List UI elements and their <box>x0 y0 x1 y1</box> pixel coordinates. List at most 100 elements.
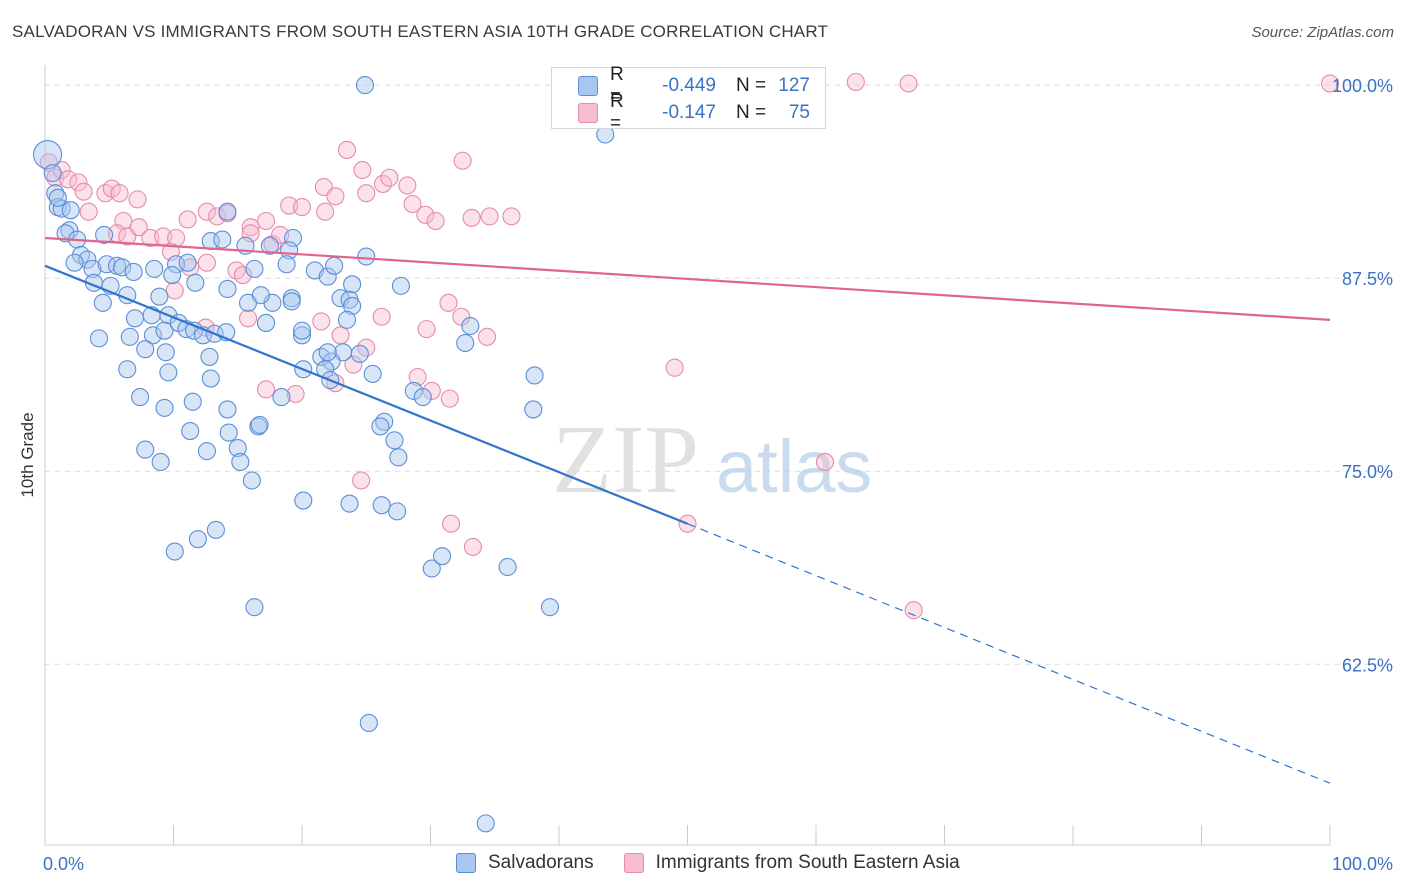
data-point-sea-immigrants <box>846 72 865 92</box>
data-point-salvadorans <box>357 247 376 266</box>
salvadorans-swatch <box>456 853 476 873</box>
data-point-sea-immigrants <box>312 312 331 331</box>
data-point-salvadorans <box>422 559 441 578</box>
data-point-salvadorans <box>125 309 144 328</box>
data-point-salvadorans <box>188 530 207 549</box>
data-point-salvadorans <box>218 400 237 419</box>
data-point-salvadorans <box>371 417 390 436</box>
r-label: R = <box>610 64 624 107</box>
data-point-sea-immigrants <box>241 218 260 237</box>
data-point-sea-immigrants <box>344 355 363 374</box>
stats-row-sea-immigrants: R = -0.147 N = 75 <box>578 91 810 134</box>
data-point-sea-immigrants <box>129 218 148 237</box>
data-point-salvadorans <box>282 292 301 311</box>
y-tick-label: 62.5% <box>1342 655 1393 675</box>
data-point-sea-immigrants <box>440 389 459 408</box>
data-point-salvadorans <box>120 327 139 346</box>
data-point-sea-immigrants <box>227 261 246 280</box>
data-point-sea-immigrants <box>462 208 481 227</box>
y-tick-label: 75.0% <box>1342 462 1393 482</box>
data-point-salvadorans <box>413 388 432 407</box>
data-point-salvadorans <box>95 225 114 244</box>
y-tick-label: 87.5% <box>1342 269 1393 289</box>
data-point-salvadorans <box>277 255 296 274</box>
data-point-sea-immigrants <box>69 173 88 192</box>
grid-lines <box>45 84 1395 665</box>
data-point-salvadorans <box>181 422 200 441</box>
data-point-salvadorans <box>143 326 162 345</box>
watermark-atlas: atlas <box>716 425 872 508</box>
data-point-salvadorans <box>124 262 143 282</box>
data-point-salvadorans <box>118 360 137 379</box>
data-point-salvadorans <box>524 400 543 419</box>
legend-label: Salvadorans <box>488 852 594 873</box>
data-point-salvadorans <box>52 199 71 218</box>
data-point-salvadorans <box>201 369 220 388</box>
data-point-sea-immigrants <box>233 266 252 285</box>
data-point-salvadorans <box>43 164 62 183</box>
watermark: ZIP atlas <box>552 406 872 514</box>
data-point-sea-immigrants <box>403 194 422 214</box>
data-point-salvadorans <box>343 275 362 294</box>
r-value: -0.147 <box>662 102 716 123</box>
data-point-salvadorans <box>155 398 174 417</box>
data-point-salvadorans <box>245 598 264 617</box>
data-point-sea-immigrants <box>416 205 435 224</box>
data-point-salvadorans <box>250 415 269 434</box>
stats-row-salvadorans: R = -0.449 N = 127 <box>578 64 810 107</box>
y-axis-title: 10th Grade <box>18 412 37 498</box>
data-point-salvadorans <box>48 188 67 207</box>
data-point-salvadorans <box>433 547 452 566</box>
data-point-salvadorans <box>136 340 155 359</box>
data-point-sea-immigrants <box>480 207 499 226</box>
data-point-salvadorans <box>337 310 357 329</box>
trend-lines <box>44 236 1331 784</box>
data-point-sea-immigrants <box>453 151 472 170</box>
data-point-sea-immigrants <box>442 514 461 533</box>
data-point-salvadorans <box>131 388 150 407</box>
data-point-salvadorans <box>325 256 344 275</box>
data-point-salvadorans <box>388 502 407 521</box>
data-point-salvadorans <box>343 296 362 316</box>
data-point-sea-immigrants <box>337 140 357 160</box>
x-tick-label-max: 100.0% <box>1332 854 1393 874</box>
legend-item-sea-immigrants[interactable]: Immigrants from South Eastern Asia <box>623 852 960 874</box>
data-point-salvadorans <box>163 266 182 285</box>
data-point-salvadorans <box>476 814 495 833</box>
data-point-salvadorans <box>461 316 480 336</box>
legend-item-salvadorans[interactable]: Salvadorans <box>456 852 594 874</box>
x-tick-labels: 0.0% 100.0% <box>43 854 1393 874</box>
y-tick-label: 100.0% <box>1332 76 1393 96</box>
source-label: Source: ZipAtlas.com <box>1251 24 1394 41</box>
data-point-salvadorans <box>150 287 169 306</box>
data-point-sea-immigrants <box>96 184 115 203</box>
y-tick-labels: 100.0% 87.5% 75.0% 62.5% <box>1332 76 1393 675</box>
data-point-salvadorans <box>213 230 232 249</box>
data-point-salvadorans <box>391 276 410 295</box>
data-point-sea-immigrants <box>408 367 427 387</box>
data-point-sea-immigrants <box>79 202 98 221</box>
data-point-sea-immigrants <box>74 182 93 201</box>
data-point-salvadorans <box>165 542 184 561</box>
series-legend: Salvadorans Immigrants from South Easter… <box>456 852 990 874</box>
data-point-salvadorans <box>350 344 369 363</box>
data-point-salvadorans <box>340 494 359 513</box>
data-point-salvadorans <box>540 598 560 617</box>
data-point-sea-immigrants <box>292 198 312 217</box>
r-value: -0.449 <box>662 75 716 96</box>
data-point-sea-immigrants <box>178 210 197 229</box>
data-point-salvadorans <box>231 452 250 472</box>
data-point-salvadorans <box>151 452 170 472</box>
n-value: 127 <box>778 75 810 96</box>
data-point-sea-immigrants <box>899 74 918 93</box>
data-point-salvadorans <box>56 224 75 243</box>
chart-title: SALVADORAN VS IMMIGRANTS FROM SOUTH EAST… <box>12 22 829 41</box>
stats-legend: R = -0.449 N = 127 R = -0.147 N = 75 <box>551 64 826 134</box>
data-point-salvadorans <box>318 267 337 286</box>
data-point-salvadorans <box>256 313 276 332</box>
data-point-salvadorans <box>245 259 264 278</box>
data-point-salvadorans <box>89 329 109 348</box>
data-point-sea-immigrants <box>477 327 497 346</box>
data-point-salvadorans <box>167 255 186 274</box>
